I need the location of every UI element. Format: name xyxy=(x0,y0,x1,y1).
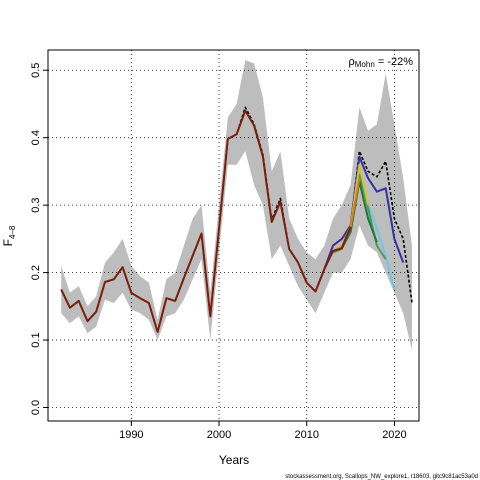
plot-frame xyxy=(47,49,420,422)
y-axis-title-sub: 4–8 xyxy=(8,225,17,239)
y-axis-title: F4–8 xyxy=(1,225,17,246)
svg-text:F4–8: F4–8 xyxy=(1,225,17,246)
x-axis-title: Years xyxy=(219,453,249,467)
mohn-rho-annotation: ρMohn = -22% xyxy=(349,56,414,69)
rho-value: = -22% xyxy=(375,56,413,68)
x-tick-label: 2000 xyxy=(207,429,231,441)
x-tick-label: 2010 xyxy=(294,429,318,441)
y-tick-label: 0.2 xyxy=(30,265,42,280)
series-lines xyxy=(60,106,413,333)
y-axis-title-main: F xyxy=(1,239,15,246)
series-line-1 xyxy=(323,155,405,270)
footer-text: stockassessment.org, Scallops_NW_explore… xyxy=(285,474,478,480)
y-tick-label: 0.0 xyxy=(30,400,42,415)
grid xyxy=(48,50,419,421)
y-tick-label: 0.3 xyxy=(30,197,42,212)
y-tick-label: 0.1 xyxy=(30,332,42,347)
series-line-7 xyxy=(60,109,352,333)
confidence-band-area xyxy=(61,60,412,351)
y-axis: 0.0 0.1 0.2 0.3 0.4 0.5 xyxy=(30,63,48,415)
y-tick-label: 0.4 xyxy=(30,130,42,145)
y-tick-label: 0.5 xyxy=(30,63,42,78)
x-tick-label: 1990 xyxy=(119,429,143,441)
rho-subscript: Mohn xyxy=(355,60,375,69)
x-tick-label: 2020 xyxy=(382,429,406,441)
x-axis: 1990 2000 2010 2020 xyxy=(119,421,407,441)
rho-symbol: ρ xyxy=(349,56,355,68)
confidence-band xyxy=(61,60,412,351)
